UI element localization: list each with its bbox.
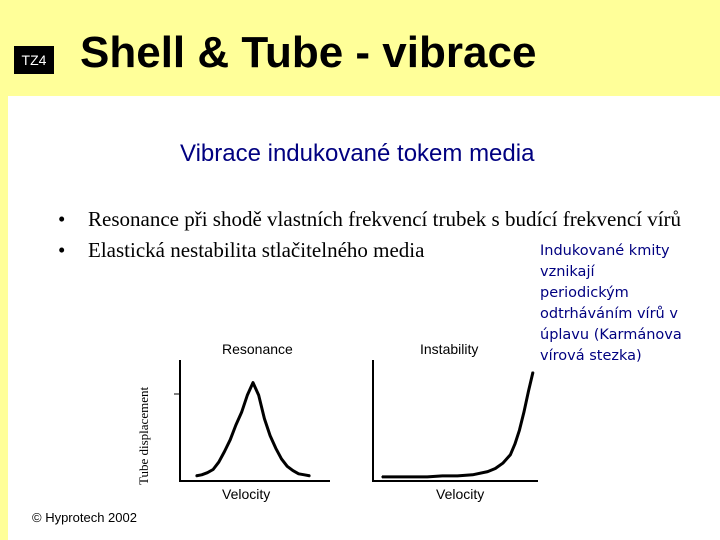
- instability-curve-point: [441, 475, 444, 477]
- instability-curve-point: [509, 453, 512, 456]
- instability-curve-point: [456, 475, 459, 477]
- instability-curve-point: [381, 476, 383, 478]
- resonance-curve-point: [269, 434, 271, 437]
- side-note-line: úplavu (Karmánova: [540, 327, 682, 343]
- instability-curve-point: [527, 390, 530, 392]
- bullet-item: • Elastická nestabilita stlačitelného med…: [58, 238, 425, 262]
- resonance-curve-point: [223, 450, 226, 453]
- resonance-curve-point: [286, 465, 289, 468]
- instability-curve-point: [411, 476, 414, 478]
- instability-curve-point: [502, 462, 504, 465]
- resonance-curve-point: [257, 394, 260, 397]
- resonance-curve-point: [246, 394, 249, 397]
- instability-curve-point: [486, 470, 489, 473]
- chart-title-instability: Instability: [420, 341, 479, 357]
- chart-x-label-instability: Velocity: [436, 486, 485, 502]
- bullet-item: • Resonance při shodě vlastních frekvencí…: [58, 207, 682, 231]
- resonance-curve-point: [263, 417, 266, 420]
- copyright-text: © Hyprotech 2002: [32, 510, 137, 525]
- bullet-list: • Resonance při shodě vlastních frekvencí…: [58, 204, 698, 266]
- resonance-curve-point: [309, 475, 311, 477]
- resonance-curve-point: [303, 474, 306, 476]
- chart-x-label-resonance: Velocity: [222, 486, 271, 502]
- instability-curve-point: [471, 474, 474, 476]
- resonance-curve-point: [218, 461, 220, 463]
- resonance-curve-point: [292, 469, 294, 472]
- instability-curve-point: [532, 371, 534, 373]
- resonance-curve: [195, 381, 311, 478]
- resonance-curve-point: [275, 447, 277, 450]
- resonance-curve-point: [212, 468, 214, 471]
- slide-badge: TZ4: [14, 46, 54, 74]
- slide-subtitle: Vibrace indukované tokem media: [180, 140, 535, 167]
- instability-curve-point: [426, 476, 429, 478]
- instability-curve-point: [494, 467, 497, 470]
- resonance-curve-point: [240, 411, 243, 414]
- chart-title-resonance: Resonance: [222, 341, 293, 357]
- side-note: Indukované kmity vznikají periodickým od…: [540, 241, 710, 367]
- instability-curve-point: [514, 443, 516, 445]
- instability-curve-point: [523, 411, 525, 414]
- resonance-curve-point: [235, 424, 237, 426]
- side-note-line: vznikají: [540, 264, 595, 280]
- side-note-line: Indukované kmity: [540, 243, 670, 259]
- instability-curve: [382, 371, 535, 479]
- resonance-curve-point: [206, 471, 209, 474]
- content-panel: [8, 96, 720, 540]
- resonance-curve-point: [195, 475, 197, 477]
- instability-curve-point: [518, 429, 521, 432]
- bullet-text: Elastická nestabilita stlačitelného medi…: [88, 238, 425, 262]
- resonance-curve-point: [252, 381, 254, 384]
- side-note-line: odtrháváním vírů v: [540, 306, 678, 322]
- resonance-curve-point: [297, 473, 300, 475]
- bullet-text: Resonance při shodě vlastních frekvencí …: [88, 207, 682, 231]
- resonance-curve-point: [200, 474, 203, 476]
- side-note-line: periodickým: [540, 285, 629, 301]
- resonance-curve-point: [280, 458, 283, 460]
- instability-curve-point: [396, 476, 398, 478]
- slide-title: Shell & Tube - vibrace: [80, 28, 537, 77]
- side-note-line: vírová stezka): [540, 348, 642, 364]
- resonance-curve-point: [229, 439, 231, 441]
